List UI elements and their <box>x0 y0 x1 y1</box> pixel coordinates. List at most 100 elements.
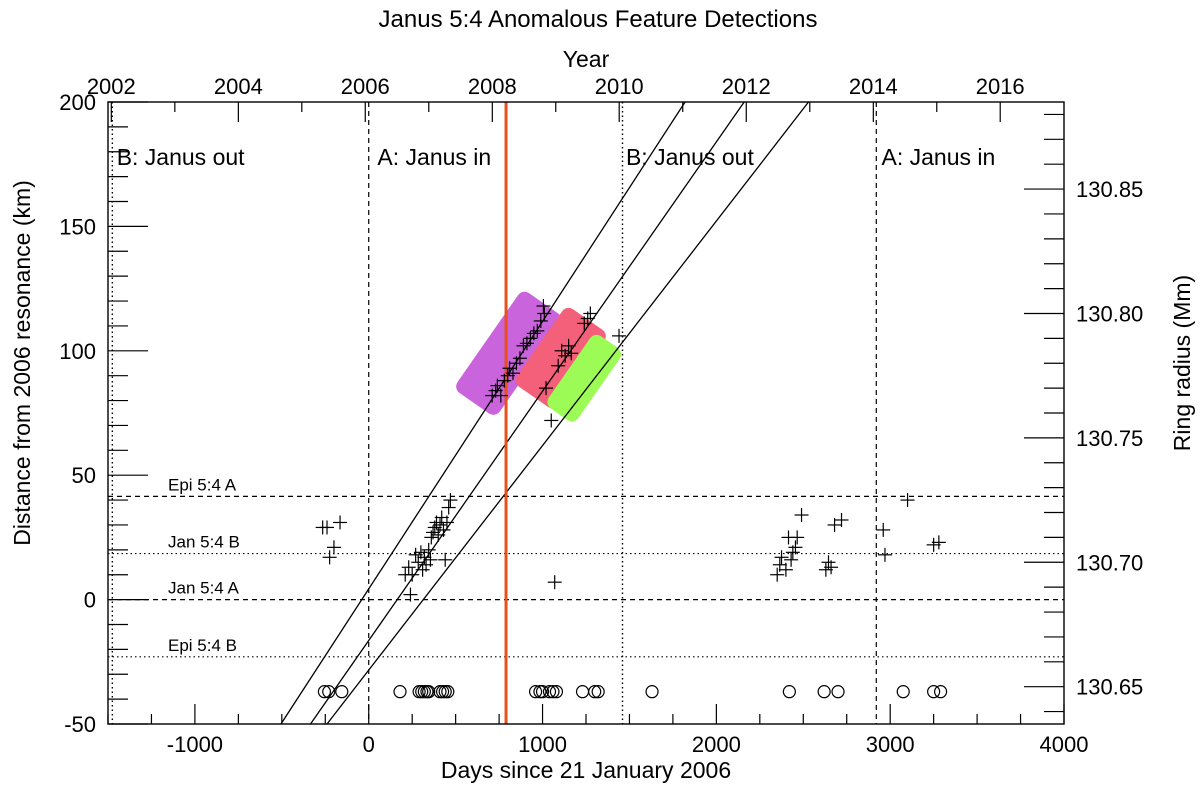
region-label: B: Janus out <box>626 144 754 170</box>
detection-marker <box>770 567 785 582</box>
detection-marker <box>834 512 849 527</box>
x-tick-label: 1000 <box>518 732 567 757</box>
top-x-axis-title: Year <box>563 46 610 72</box>
observation-marker <box>415 685 429 699</box>
detection-marker <box>493 388 508 403</box>
detection-marker <box>436 522 451 537</box>
observation-marker <box>933 685 948 699</box>
observation-marker <box>591 685 605 699</box>
top-tick-label: 2014 <box>849 74 898 99</box>
detection-marker <box>326 540 341 555</box>
reference-line-label: Epi 5:4 B <box>168 636 237 655</box>
observation-marker <box>422 685 436 699</box>
detection-marker <box>788 540 803 555</box>
detection-marker <box>405 567 420 582</box>
x-axis-title: Days since 21 January 2006 <box>441 757 731 783</box>
observation-marker <box>927 685 941 699</box>
detection-marker <box>526 326 541 341</box>
detection-marker <box>931 535 946 550</box>
y-tick-label: 0 <box>84 588 96 613</box>
x-tick-label: -1000 <box>167 732 223 757</box>
reference-line-label: Jan 5:4 A <box>168 579 240 598</box>
region-label: A: Janus in <box>881 144 995 170</box>
observation-marker <box>535 685 550 699</box>
right-tick-label: 130.65 <box>1076 675 1143 700</box>
right-tick-label: 130.70 <box>1076 550 1143 575</box>
right-tick-label: 130.75 <box>1076 426 1143 451</box>
observation-marker <box>896 685 910 699</box>
top-tick-label: 2016 <box>976 74 1025 99</box>
observation-marker <box>645 685 659 699</box>
observation-marker <box>317 685 332 699</box>
detection-marker <box>421 542 436 557</box>
y-tick-label: 100 <box>59 339 96 364</box>
observation-marker <box>831 685 845 699</box>
detection-marker <box>561 338 576 353</box>
observation-marker <box>817 685 831 699</box>
detection-marker <box>516 338 531 353</box>
detection-marker <box>333 515 348 530</box>
detection-marker <box>423 552 438 567</box>
observation-marker <box>549 685 564 699</box>
detection-marker <box>401 560 416 575</box>
detection-marker <box>564 346 579 361</box>
detection-marker <box>558 348 573 363</box>
observation-marker <box>322 685 336 699</box>
drift-lines <box>280 101 810 725</box>
detection-marker <box>539 381 554 396</box>
drift-line <box>326 101 810 725</box>
detection-marker <box>439 515 454 530</box>
y-tick-label: 200 <box>59 90 96 115</box>
observation-marker <box>528 685 543 699</box>
detection-marker <box>544 413 559 428</box>
detection-marker <box>512 351 527 366</box>
detection-marker <box>547 575 562 590</box>
x-tick-label: 0 <box>363 732 375 757</box>
drift-line <box>280 101 686 725</box>
detection-marker <box>583 306 598 321</box>
detection-marker <box>438 552 453 567</box>
x-tick-label: 4000 <box>1040 732 1089 757</box>
observation-marker <box>393 685 407 699</box>
reference-line-label: Epi 5:4 A <box>168 475 237 494</box>
observation-marker <box>542 685 557 699</box>
detection-marker <box>877 547 892 562</box>
detection-marker <box>876 522 891 537</box>
top-tick-label: 2006 <box>341 74 390 99</box>
detection-marker <box>322 550 337 565</box>
detection-marker <box>790 530 805 545</box>
y-tick-label: 50 <box>72 463 96 488</box>
region-boundaries <box>111 102 877 724</box>
top-tick-label: 2010 <box>595 74 644 99</box>
y-axis-title: Distance from 2006 resonance (km) <box>9 180 35 546</box>
observation-marker <box>575 685 590 699</box>
top-tick-label: 2004 <box>214 74 263 99</box>
top-tick-label: 2002 <box>87 74 136 99</box>
detection-marker <box>784 552 799 567</box>
highlight-box <box>547 334 622 422</box>
observation-marker <box>438 685 452 699</box>
detection-marker <box>505 366 520 381</box>
top-tick-label: 2008 <box>468 74 517 99</box>
observation-marker <box>588 685 602 699</box>
highlight-boxes <box>456 291 622 422</box>
detection-marker <box>533 313 548 328</box>
detection-marker <box>551 358 566 373</box>
detection-marker <box>900 493 915 508</box>
reference-lines <box>108 495 1064 658</box>
detection-marker <box>536 299 551 314</box>
detection-marker <box>403 587 418 602</box>
detection-markers <box>315 299 946 602</box>
right-tick-label: 130.80 <box>1076 301 1143 326</box>
region-label: B: Janus out <box>117 144 245 170</box>
right-y-axis-title: Ring radius (Mm) <box>1169 275 1195 451</box>
detection-marker <box>794 508 809 523</box>
observation-markers <box>317 685 948 699</box>
region-label: A: Janus in <box>377 144 491 170</box>
detection-marker <box>612 328 627 343</box>
axes-frame <box>107 101 1065 725</box>
detection-marker <box>530 323 545 338</box>
reference-line-label: Jan 5:4 B <box>168 533 240 552</box>
detection-marker <box>774 550 789 565</box>
detection-marker <box>824 560 839 575</box>
